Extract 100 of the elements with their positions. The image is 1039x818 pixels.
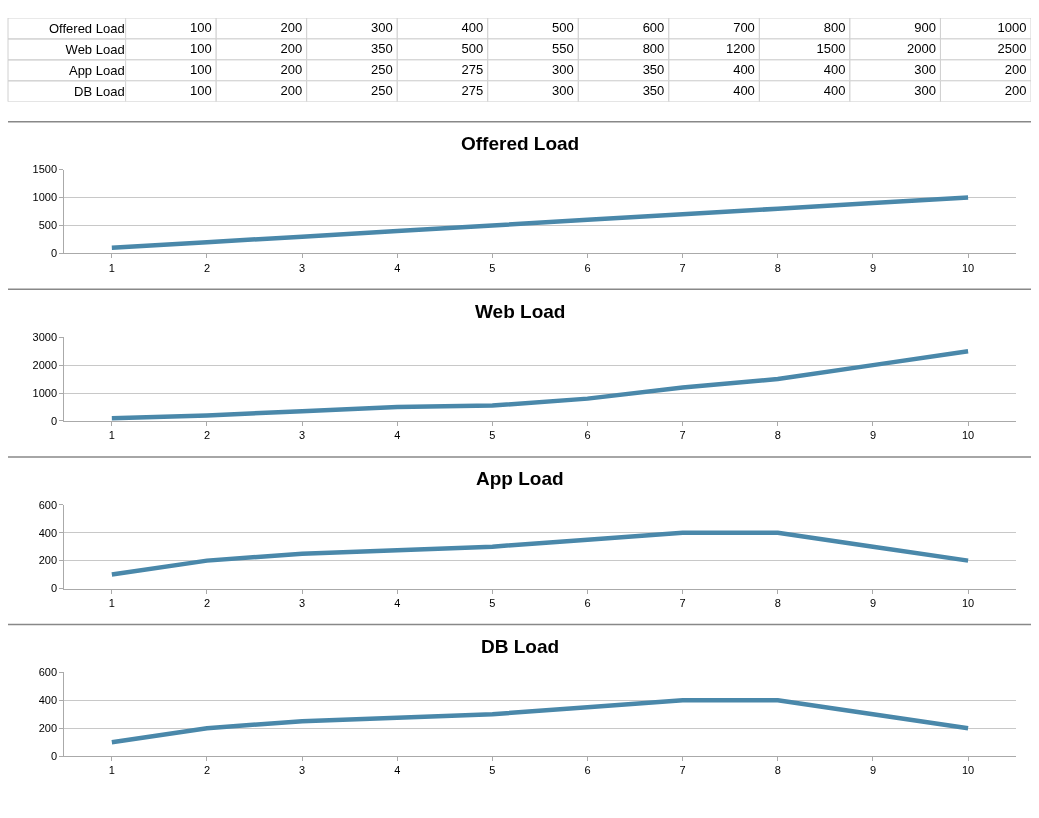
x-tick-label: 7 <box>679 596 686 609</box>
data-label: 250 <box>371 61 393 77</box>
y-tick-label: DB Load <box>74 83 125 99</box>
y-tick-label: 400 <box>38 526 58 539</box>
line-series <box>109 698 971 745</box>
y-tick-label: Offered Load <box>48 21 125 36</box>
line-series <box>109 530 971 577</box>
data-label: 350 <box>371 40 393 56</box>
data-label: 800 <box>642 40 665 56</box>
data-label: 2000 <box>907 40 936 56</box>
data-label: 200 <box>1004 82 1027 98</box>
data-label: 250 <box>371 82 393 98</box>
data-label: 400 <box>733 82 755 98</box>
data-label: 100 <box>189 40 212 56</box>
data-label: 600 <box>642 19 665 35</box>
x-tick-label: 10 <box>961 596 975 609</box>
x-tick-label: 2 <box>203 261 211 274</box>
x-tick-label: 9 <box>869 764 877 777</box>
x-tick-label: 3 <box>299 764 306 777</box>
data-label: 100 <box>189 82 212 98</box>
data-label: 100 <box>189 61 212 77</box>
x-tick-label: 9 <box>869 596 877 609</box>
x-tick-label: 2 <box>203 764 211 777</box>
data-label: 300 <box>552 61 574 77</box>
y-tick-label: 0 <box>50 749 58 762</box>
data-label: 275 <box>461 82 484 98</box>
data-label: 100 <box>189 19 212 35</box>
y-tick-label: 200 <box>38 722 58 735</box>
x-tick-label: 7 <box>679 764 686 777</box>
data-label: 500 <box>552 19 574 35</box>
x-tick-label: 3 <box>299 596 306 609</box>
x-tick-label: 2 <box>203 429 211 442</box>
data-label: 300 <box>914 61 936 77</box>
x-tick-label: 6 <box>584 261 591 274</box>
x-tick-label: 3 <box>299 261 306 274</box>
x-tick-label: 10 <box>961 429 975 442</box>
data-label: 700 <box>733 19 755 35</box>
y-tick-label: 200 <box>38 554 58 567</box>
y-tick-label: 400 <box>38 694 58 707</box>
y-tick-label: 3000 <box>32 331 58 344</box>
x-tick-label: 10 <box>961 764 975 777</box>
y-tick-label: 2000 <box>32 358 58 371</box>
x-tick-label: 1 <box>108 596 115 609</box>
data-label: 400 <box>733 61 755 77</box>
y-tick-label: 1000 <box>32 191 58 204</box>
chart-title: DB Load <box>481 636 560 657</box>
data-label: 400 <box>823 82 846 98</box>
x-tick-label: 1 <box>108 429 115 442</box>
data-label: 300 <box>914 82 936 98</box>
chart-title: Web Load <box>475 301 566 322</box>
x-tick-label: 6 <box>584 429 591 442</box>
x-tick-label: 5 <box>489 596 496 609</box>
x-tick-label: 8 <box>774 764 781 777</box>
data-label: 900 <box>914 19 936 35</box>
x-tick-label: 4 <box>394 429 401 442</box>
y-tick-label: 0 <box>50 247 58 260</box>
x-tick-label: 5 <box>489 429 496 442</box>
x-tick-label: 5 <box>489 764 496 777</box>
chart-title: Offered Load <box>461 133 580 154</box>
data-label: 200 <box>280 19 303 35</box>
y-tick-label: 600 <box>38 498 58 511</box>
y-tick-label: 600 <box>38 666 58 679</box>
y-tick-label: Web Load <box>65 41 125 57</box>
x-tick-label: 1 <box>108 261 115 274</box>
x-tick-label: 6 <box>584 764 591 777</box>
x-tick-label: 8 <box>774 429 781 442</box>
x-tick-label: 1 <box>108 764 115 777</box>
data-label: 1200 <box>725 40 755 56</box>
x-tick-label: 6 <box>584 596 591 609</box>
y-tick-label: App Load <box>68 62 125 78</box>
data-label: 200 <box>280 61 303 77</box>
x-tick-label: 8 <box>774 261 781 274</box>
x-tick-label: 4 <box>394 764 401 777</box>
data-label: 1000 <box>997 19 1027 35</box>
x-tick-label: 3 <box>299 429 306 442</box>
chart-title: App Load <box>476 468 564 489</box>
y-tick-label: 500 <box>38 219 58 232</box>
data-label: 200 <box>1004 61 1027 77</box>
x-tick-label: 10 <box>961 261 975 274</box>
y-tick-label: 0 <box>50 414 58 427</box>
data-label: 200 <box>280 82 303 98</box>
data-label: 200 <box>280 40 303 56</box>
data-label: 400 <box>823 61 846 77</box>
data-label: 400 <box>461 19 484 35</box>
x-tick-label: 8 <box>774 596 781 609</box>
x-tick-label: 7 <box>679 429 686 442</box>
y-tick-label: 1000 <box>32 386 58 399</box>
data-label: 1500 <box>816 40 846 56</box>
data-label: 300 <box>371 19 393 35</box>
data-label: 2500 <box>997 40 1027 56</box>
data-label: 550 <box>552 40 574 56</box>
line-series <box>109 195 971 251</box>
data-label: 300 <box>552 82 574 98</box>
data-label: 800 <box>823 19 846 35</box>
data-label: 500 <box>461 40 484 56</box>
data-label: 275 <box>461 61 484 77</box>
x-tick-label: 9 <box>869 261 877 274</box>
x-tick-label: 2 <box>203 596 211 609</box>
y-tick-label: 0 <box>50 582 58 595</box>
y-tick-label: 1500 <box>32 163 58 176</box>
